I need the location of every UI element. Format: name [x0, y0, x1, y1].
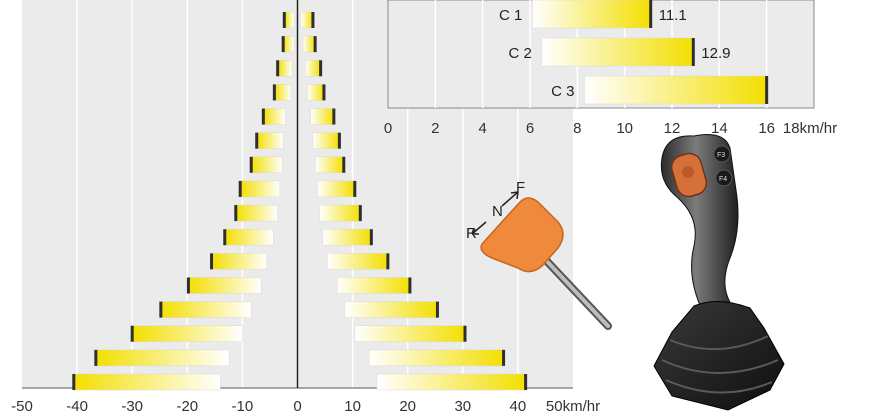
- reverse-speed-bar: [282, 35, 295, 53]
- forward-speed-bar: [322, 228, 372, 246]
- inset-x-tick-label: 8: [573, 120, 581, 137]
- forward-speed-bar: [314, 156, 345, 174]
- forward-speed-bar: [304, 60, 321, 77]
- main-x-tick-label: 40: [510, 398, 527, 415]
- inset-x-tick-label: 2: [431, 120, 439, 137]
- forward-speed-bar: [327, 253, 389, 270]
- forward-speed-bar: [310, 108, 335, 125]
- main-x-tick-label: -10: [232, 398, 254, 415]
- main-x-tick-label: 50km/hr: [546, 398, 600, 415]
- forward-speed-bar: [354, 325, 466, 342]
- inset-plot-frame: [387, 0, 815, 109]
- gear-speed-bar: [532, 0, 651, 29]
- reverse-speed-bar: [188, 277, 262, 294]
- joystick-illustration: F3 F4: [653, 134, 785, 411]
- reverse-speed-bar: [256, 132, 284, 149]
- inset-x-tick-label: 18km/hr: [783, 120, 837, 137]
- inset-x-tick-label: 6: [526, 120, 534, 137]
- forward-speed-bar: [317, 180, 356, 198]
- lever-label-n: N: [492, 203, 503, 220]
- inset-x-tick-label: 4: [478, 120, 486, 137]
- main-x-tick-label: -50: [11, 398, 33, 415]
- reverse-speed-bar: [211, 253, 267, 270]
- gear-category-label: C 3: [551, 83, 574, 100]
- inset-x-tick-label: 0: [384, 120, 392, 137]
- inset-x-tick-label: 12: [664, 120, 681, 137]
- main-x-tick-label: 30: [454, 398, 471, 415]
- reverse-speed-bar: [250, 156, 283, 174]
- inset-x-tick-label: 10: [616, 120, 633, 137]
- forward-speed-bar: [344, 301, 438, 318]
- reverse-speed-bar: [235, 204, 278, 222]
- reverse-speed-bar: [131, 325, 243, 342]
- gear-value-label: 11.1: [659, 7, 687, 24]
- forward-speed-bar: [312, 132, 340, 149]
- direction-lever-illustration: F N R: [466, 179, 612, 330]
- forward-speed-bar: [368, 349, 504, 367]
- forward-speed-bar: [336, 277, 411, 294]
- joystick-button-f4: F4: [719, 176, 727, 183]
- joystick-button-f3: F3: [717, 152, 725, 159]
- forward-speed-bar: [319, 204, 361, 222]
- reverse-speed-bar: [239, 180, 281, 198]
- lever-label-r: R: [466, 225, 477, 242]
- reverse-speed-bar: [95, 349, 230, 367]
- inset-plot-area: 0 2 4 6 8 10 12 14 16 18km/hr C 1 11.1 C 2 12.9 C 3: [384, 0, 837, 137]
- forward-speed-bar: [300, 11, 314, 29]
- gear-category-label: C 1: [499, 7, 522, 24]
- forward-speed-bar: [302, 35, 316, 53]
- reverse-speed-bar: [73, 373, 221, 391]
- forward-speed-bar: [307, 84, 325, 101]
- lever-label-f: F: [516, 179, 525, 196]
- gear-value-label: 12.9: [701, 45, 730, 62]
- gear-category-label: C 2: [508, 45, 531, 62]
- main-x-tick-label: 0: [293, 398, 301, 415]
- reverse-speed-bar: [277, 60, 293, 77]
- reverse-speed-bar: [263, 108, 286, 125]
- reverse-speed-bar: [274, 84, 292, 101]
- main-x-tick-label: -30: [121, 398, 143, 415]
- main-x-tick-label: 10: [344, 398, 361, 415]
- main-x-tick-label: -40: [66, 398, 88, 415]
- gear-speed-bar: [541, 37, 694, 67]
- main-x-tick-label: 20: [399, 398, 416, 415]
- inset-x-tick-label: 16: [758, 120, 775, 137]
- inset-x-tick-label: 14: [711, 120, 728, 137]
- reverse-speed-bar: [224, 228, 274, 246]
- forward-speed-bar: [376, 373, 526, 391]
- main-x-tick-label: -20: [176, 398, 198, 415]
- reverse-speed-bar: [160, 301, 252, 318]
- gear-speed-bar: [584, 75, 767, 105]
